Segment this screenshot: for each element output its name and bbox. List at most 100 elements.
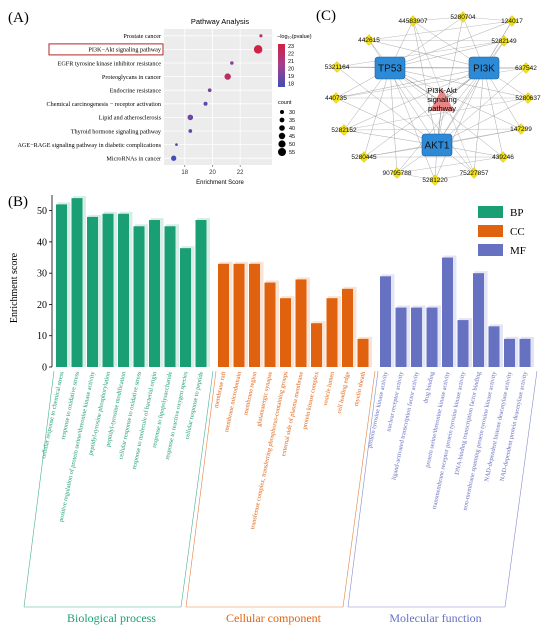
highlighted-pathway-box (48, 43, 164, 56)
dotplot-category-label: Chemical carcinogenesis − receptor activ… (47, 101, 161, 108)
bar-legend-label: MF (510, 245, 526, 257)
panel-label-c: (C) (316, 8, 336, 24)
size-legend-label: 35 (289, 118, 295, 124)
network-edge (343, 97, 529, 131)
network-edge (363, 67, 485, 158)
bar-category-label: protein kinase complex (301, 370, 320, 430)
size-legend-label: 45 (289, 134, 295, 140)
compound-node-label: 5281220 (422, 177, 448, 184)
bar (149, 220, 160, 367)
compound-node (497, 151, 509, 163)
bar (56, 204, 67, 367)
color-legend-tick: 22 (288, 52, 294, 58)
size-legend-dot (279, 125, 285, 131)
bar (164, 226, 176, 367)
compound-node-label: 124017 (501, 18, 523, 25)
hub-node (421, 133, 453, 157)
color-legend-tick: 20 (288, 67, 294, 73)
go-group-bracket (23, 370, 214, 608)
bar-category-label: myelin sheath (353, 370, 367, 407)
dotplot-point (207, 88, 212, 93)
bar (342, 288, 353, 367)
go-group-bracket (185, 370, 376, 608)
size-legend-dot (280, 110, 284, 114)
dotplot-point (253, 45, 263, 54)
network-edge (389, 67, 475, 174)
bar-y-axis: 0 10 20 30 40 50 (37, 195, 53, 374)
network-edge (396, 67, 485, 174)
size-legend-label: 40 (289, 126, 295, 132)
dotplot-point (203, 101, 208, 106)
bar (311, 323, 322, 367)
bar (411, 307, 422, 367)
size-legend-title: count (278, 100, 292, 106)
hub-node-label: AKT1 (424, 141, 449, 152)
bar (519, 338, 531, 367)
compound-node (520, 62, 532, 74)
dotplot-point (224, 73, 231, 80)
bar (87, 216, 98, 367)
size-legend-dot (278, 140, 286, 148)
network-edge (389, 20, 513, 69)
network-edge (396, 156, 504, 174)
go-group-label: Molecular function (389, 611, 481, 625)
go-category-groups: Biological process Cellular component Mole… (23, 370, 538, 625)
network-edge (483, 67, 504, 158)
compound-node (468, 167, 480, 179)
bar-category-label: glutamatergic synapse (255, 371, 274, 427)
color-legend-tick: 21 (288, 59, 294, 65)
dotplot-category-label: MicroRNAs in cancer (106, 156, 161, 163)
dotplot-grid (164, 29, 272, 165)
network-edge (389, 67, 529, 99)
bar (504, 338, 515, 367)
network-diagram: PI3K-Akt signaling pathway TP53 PI3K AKT1 4458… (325, 11, 541, 186)
bar (488, 326, 500, 367)
compound-node (429, 174, 441, 186)
compound-node-label: 5280445 (351, 154, 377, 161)
bar (357, 338, 369, 367)
dotplot-category-label: Proteoglycans in cancer (102, 74, 161, 81)
color-legend-tick: 23 (288, 44, 294, 50)
bar (133, 226, 145, 367)
bar (71, 198, 83, 367)
dotplot-x-axis-label: Enrichment Score (196, 180, 244, 186)
network-edge (389, 67, 398, 174)
bar (295, 279, 307, 367)
network-edge (343, 128, 522, 131)
compound-node-label: 5282152 (331, 127, 357, 134)
color-legend-bar (278, 44, 285, 87)
dotplot-point (259, 34, 263, 38)
dotplot-point (230, 61, 234, 65)
bar-y-tick-label: 30 (37, 269, 47, 280)
network-edge (363, 67, 391, 158)
pathway-center-node (430, 88, 454, 111)
dotplot-x-ticks: 18 20 22 (181, 165, 244, 176)
hub-node-label: TP53 (378, 64, 402, 75)
bar-legend-label: CC (510, 226, 525, 238)
pathway-center-label-line: PI3K-Akt (427, 86, 458, 95)
bar-category-label: vesicle lumen (322, 370, 336, 406)
color-legend-title: −log₁₀(pvalue) (277, 34, 312, 40)
compound-node-label: 147299 (510, 126, 532, 133)
bar (102, 213, 114, 367)
compound-node (498, 35, 510, 47)
compound-node (457, 11, 469, 23)
network-edge (434, 67, 485, 181)
pathway-center-label-line: pathway (428, 104, 456, 113)
bar-legend-swatch (478, 244, 503, 256)
size-legend-items: 30 35 40 45 50 55 (278, 110, 295, 156)
bar (218, 263, 229, 367)
bar-y-tick-label: 10 (37, 331, 47, 342)
compound-node (331, 61, 343, 73)
bar (426, 307, 438, 367)
size-legend-label: 50 (289, 142, 295, 148)
color-legend-tick: 19 (288, 74, 294, 80)
compound-node (358, 151, 370, 163)
bar (118, 213, 129, 367)
bar-category-label: drug binding (422, 370, 436, 404)
dotplot-category-label: Lipid and atherosclerosis (99, 115, 162, 122)
compound-node (407, 15, 419, 27)
size-legend-dot (279, 117, 285, 123)
